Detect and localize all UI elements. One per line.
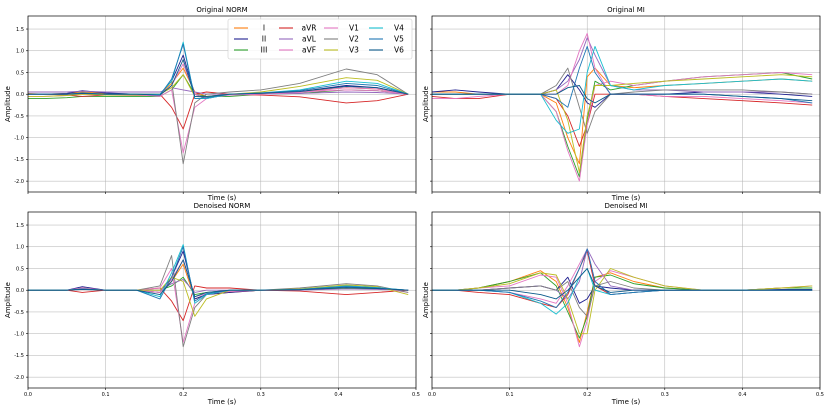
x-tick-label: 0.4	[334, 392, 342, 398]
panel-title: Denoised MI	[604, 202, 647, 210]
y-tick-label: 1.0	[16, 245, 24, 251]
series-line-v5	[432, 45, 813, 108]
legend-label-v6: V6	[394, 46, 404, 55]
series-line-v3	[28, 276, 409, 317]
axes-frame	[431, 211, 821, 389]
y-tick-label: 0.5	[16, 70, 24, 76]
legend-label-v1: V1	[349, 24, 359, 33]
legend-label-avr: aVR	[302, 24, 317, 33]
panel-title: Original MI	[607, 6, 645, 14]
series-line-v6	[432, 268, 813, 300]
panel-denoised-mi: 0.0 0.1 0.2 0.3 0.4 0.5 Denoised MI Time (s) Amp…	[422, 202, 824, 406]
legend-label-v3: V3	[349, 46, 359, 55]
x-tick-label: 0.4	[738, 392, 746, 398]
axes-frame	[27, 15, 417, 193]
y-tick-label: 1.0	[16, 49, 24, 55]
series-line-i	[432, 270, 813, 343]
series-group	[432, 248, 813, 348]
series-group	[432, 32, 813, 182]
x-tick-label: 0.0	[24, 392, 32, 398]
legend-label-ii: II	[262, 35, 266, 44]
y-tick-label: -2.0	[14, 179, 24, 185]
series-line-avl	[28, 87, 409, 95]
series-line-v4	[432, 45, 813, 134]
panel-title: Original NORM	[196, 6, 247, 14]
y-tick-label: 0.0	[16, 92, 24, 98]
y-axis-label: Amplitude	[422, 282, 430, 318]
series-line-avf	[432, 248, 813, 304]
series-line-v1	[432, 270, 813, 348]
series-line-avl	[432, 37, 813, 95]
y-tick-label: 1.5	[16, 223, 24, 229]
axes-frame	[431, 15, 821, 193]
series-line-v1	[28, 89, 409, 154]
y-tick-label: -0.5	[14, 310, 24, 316]
y-tick-label: 0.5	[16, 266, 24, 272]
panel-original-norm: -2.0 -1.5 -1.0 -0.5 0.0 0.5 1.0 1.5 Original NOR…	[4, 6, 417, 202]
series-line-avr	[432, 93, 813, 147]
x-tick-label: 0.5	[816, 392, 824, 398]
y-tick-label: -1.0	[14, 331, 24, 337]
series-group	[28, 244, 409, 348]
y-axis-label: Amplitude	[4, 86, 12, 122]
series-line-avf	[432, 32, 813, 104]
y-tick-label: 0.0	[16, 288, 24, 294]
axes-frame	[27, 211, 417, 389]
series-line-v2	[28, 68, 409, 165]
x-axis-label: Time (s)	[611, 194, 641, 202]
x-tick-label: 0.3	[257, 392, 265, 398]
y-axis-label: Amplitude	[4, 282, 12, 318]
series-line-v5	[432, 248, 813, 309]
series-group	[28, 41, 409, 165]
x-axis-label: Time (s)	[207, 398, 237, 406]
x-tick-label: 0.1	[506, 392, 514, 398]
series-line-v3	[432, 268, 813, 335]
x-tick-label: 0.0	[428, 392, 436, 398]
x-tick-label: 0.5	[412, 392, 420, 398]
x-axis-label: Time (s)	[207, 194, 237, 202]
series-line-v3	[28, 74, 409, 97]
legend-label-v2: V2	[349, 35, 359, 44]
legend-label-iii: III	[261, 46, 268, 55]
series-line-v2	[432, 67, 813, 134]
legend-label-v5: V5	[394, 35, 404, 44]
x-axis-label: Time (s)	[611, 398, 641, 406]
y-tick-label: -0.5	[14, 114, 24, 120]
series-line-v6	[28, 59, 409, 97]
panel-denoised-norm: 0.0 0.1 0.2 0.3 0.4 0.5 -2.0 -1.5 -1.0 -0.5 0.0 0.5…	[4, 202, 420, 406]
series-line-v1	[28, 268, 409, 343]
x-tick-label: 0.1	[102, 392, 110, 398]
series-line-avr	[28, 285, 409, 322]
series-line-v6	[28, 259, 409, 298]
x-tick-label: 0.2	[583, 392, 591, 398]
legend-box	[227, 18, 413, 60]
series-line-v3	[432, 74, 813, 173]
y-axis-label: Amplitude	[422, 86, 430, 122]
legend-label-avf: aVF	[302, 46, 316, 55]
panel-original-mi: Original MI Time (s) Amplitude	[422, 6, 821, 202]
y-tick-label: -1.5	[14, 353, 24, 359]
x-tick-label: 0.3	[661, 392, 669, 398]
series-line-v6	[432, 85, 813, 104]
y-tick-label: -1.5	[14, 157, 24, 163]
panel-title: Denoised NORM	[194, 202, 251, 210]
legend-label-v4: V4	[394, 24, 404, 33]
series-line-v1	[432, 72, 813, 182]
y-tick-label: -2.0	[14, 375, 24, 381]
y-tick-label: -1.0	[14, 135, 24, 141]
y-tick-label: 1.5	[16, 27, 24, 33]
x-tick-label: 0.2	[179, 392, 187, 398]
series-line-avr	[28, 91, 409, 130]
legend-label-avl: aVL	[302, 35, 317, 44]
series-line-v2	[28, 255, 409, 348]
series-line-iii	[432, 272, 813, 339]
legend-label-i: I	[263, 24, 265, 33]
